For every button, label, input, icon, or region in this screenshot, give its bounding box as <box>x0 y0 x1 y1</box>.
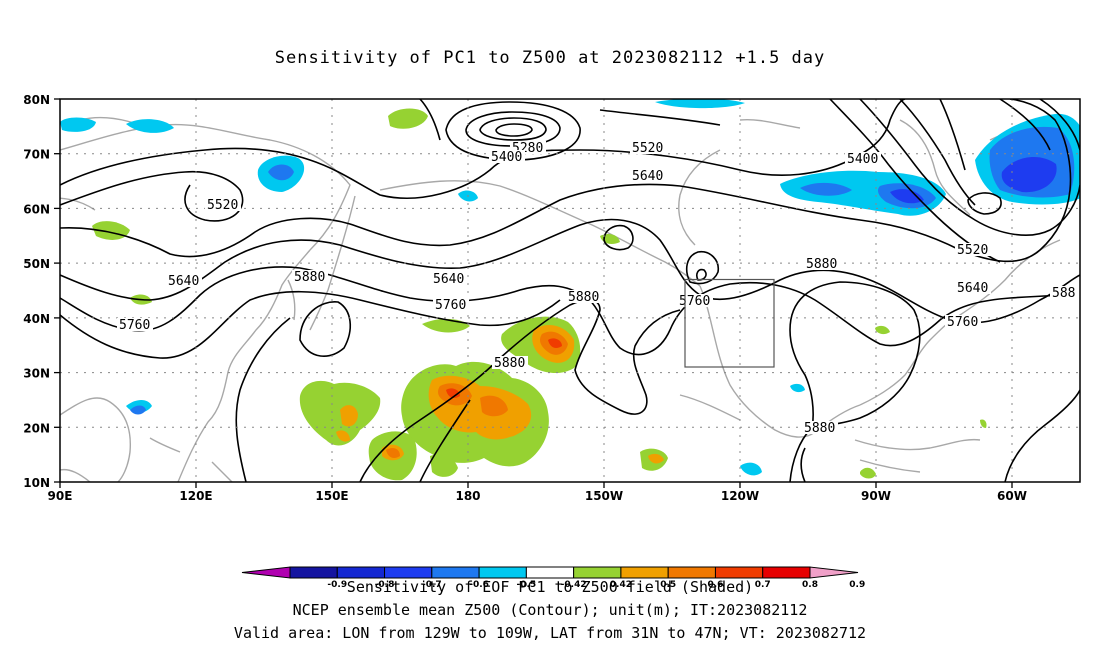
lat-label: 60N <box>23 202 50 216</box>
colorbar-tick-label: -0.7 <box>422 580 442 590</box>
svg-text:5760: 5760 <box>947 315 978 330</box>
lat-label: 40N <box>23 312 50 326</box>
colorbar-tick-label: 0.42 <box>610 580 632 590</box>
contour-label: 5520 <box>205 198 241 213</box>
lon-label: 60W <box>997 489 1027 503</box>
latitude-labels: 80N 70N 60N 50N 40N 30N 20N 10N <box>23 93 50 490</box>
colorbar-tick-label: 0.5 <box>660 580 676 590</box>
colorbar-tick-label: 0.9 <box>849 580 865 590</box>
contour-label: 5880 <box>804 257 840 272</box>
svg-text:5880: 5880 <box>568 290 599 305</box>
svg-text:5520: 5520 <box>957 243 988 258</box>
contour-label: 5880 <box>492 356 528 371</box>
lat-label: 70N <box>23 148 50 162</box>
contour-label: 5880 <box>802 421 838 436</box>
contour-label: 5400 <box>845 152 881 167</box>
svg-text:5760: 5760 <box>435 298 466 313</box>
svg-text:5880: 5880 <box>494 356 525 371</box>
contour-label: 5760 <box>945 315 981 330</box>
lat-label: 10N <box>23 476 50 490</box>
contour-labels: 5280 5400 5400 5520 5520 5520 5640 5640 … <box>117 141 1080 436</box>
colorbar-tick-label: -0.42 <box>561 580 587 590</box>
contour-label: 5520 <box>630 141 666 156</box>
contour-label: 5640 <box>431 272 467 287</box>
lon-label: 90E <box>48 489 73 503</box>
svg-text:5400: 5400 <box>847 152 878 167</box>
svg-text:5640: 5640 <box>433 272 464 287</box>
lon-label: 90W <box>861 489 891 503</box>
lat-label: 20N <box>23 421 50 435</box>
svg-text:5880: 5880 <box>294 270 325 285</box>
svg-text:588: 588 <box>1052 286 1075 301</box>
lon-label: 120E <box>179 489 212 503</box>
svg-text:5520: 5520 <box>632 141 663 156</box>
contour-label: 5400 <box>489 150 525 165</box>
colorbar-tick-label: -0.6 <box>469 580 489 590</box>
contour-label: 5640 <box>955 281 991 296</box>
svg-text:5640: 5640 <box>632 169 663 184</box>
coastlines <box>60 116 1080 482</box>
lat-label: 30N <box>23 367 50 381</box>
colorbar-tick-label: 0.7 <box>755 580 771 590</box>
colorbar: -0.9 -0.8 -0.7 -0.6 -0.5 -0.42 0.42 0.5 0.6 0.7 0.… <box>241 566 865 590</box>
svg-text:5760: 5760 <box>679 294 710 309</box>
svg-text:5400: 5400 <box>491 150 522 165</box>
svg-text:5640: 5640 <box>957 281 988 296</box>
caption: Sensitivity of EOF PC1 to Z500 field (Sh… <box>0 576 1100 645</box>
longitude-labels: 90E 120E 150E 180 150W 120W 90W 60W <box>48 489 1027 503</box>
caption-line-contour: NCEP ensemble mean Z500 (Contour); unit(… <box>292 601 808 619</box>
svg-text:5880: 5880 <box>806 257 837 272</box>
plot-frame <box>59 98 1081 483</box>
contour-label: 5760 <box>677 294 713 309</box>
lat-label: 50N <box>23 257 50 271</box>
colorbar-tick-label: -0.5 <box>517 580 537 590</box>
plot-title: Sensitivity of PC1 to Z500 at 2023082112… <box>274 48 826 68</box>
contour-label: 5760 <box>433 298 469 313</box>
contour-label: 5880 <box>566 290 602 305</box>
contour-label: 5520 <box>955 243 991 258</box>
colorbar-tick-label: 0.6 <box>707 580 723 590</box>
contour-label: 5640 <box>630 169 666 184</box>
tick-marks <box>54 98 1013 488</box>
contour-label: 5760 <box>117 318 153 333</box>
caption-line-shaded: Sensitivity of EOF PC1 to Z500 field (Sh… <box>346 578 754 596</box>
colorbar-tick-label: -0.8 <box>375 580 395 590</box>
svg-text:5760: 5760 <box>119 318 150 333</box>
svg-text:5520: 5520 <box>207 198 238 213</box>
colorbar-arrow-high <box>809 566 859 579</box>
svg-text:5880: 5880 <box>804 421 835 436</box>
caption-line-valid-area: Valid area: LON from 129W to 109W, LAT f… <box>233 624 867 642</box>
contour-label: 5880 <box>292 270 328 285</box>
lon-label: 180 <box>455 489 480 503</box>
lon-label: 150E <box>315 489 348 503</box>
sensitivity-shading <box>60 99 1080 481</box>
colorbar-tick-label: -0.9 <box>327 580 347 590</box>
contour-label: 588 <box>1050 286 1080 301</box>
lon-label: 150W <box>585 489 623 503</box>
svg-text:5640: 5640 <box>168 274 199 289</box>
contour-label: 5640 <box>166 274 202 289</box>
colorbar-tick-label: 0.8 <box>802 580 818 590</box>
valid-area-box <box>684 278 775 368</box>
lat-label: 80N <box>23 93 50 107</box>
lon-label: 120W <box>721 489 759 503</box>
